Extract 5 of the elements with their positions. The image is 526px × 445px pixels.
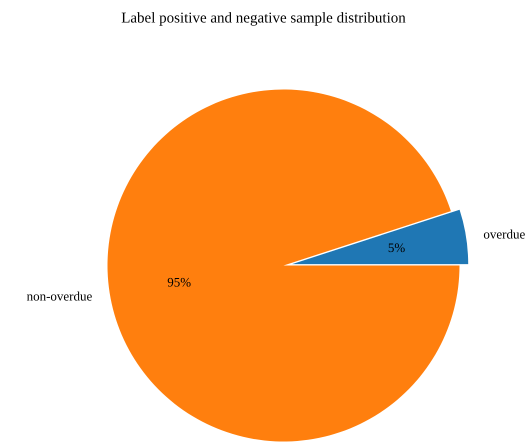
- slice-label: non-overdue: [26, 288, 93, 304]
- data-label: 5%: [388, 240, 406, 256]
- slice-label: overdue: [483, 226, 526, 242]
- chart-title: Label positive and negative sample distribution: [121, 10, 406, 26]
- data-label: 95%: [167, 274, 192, 290]
